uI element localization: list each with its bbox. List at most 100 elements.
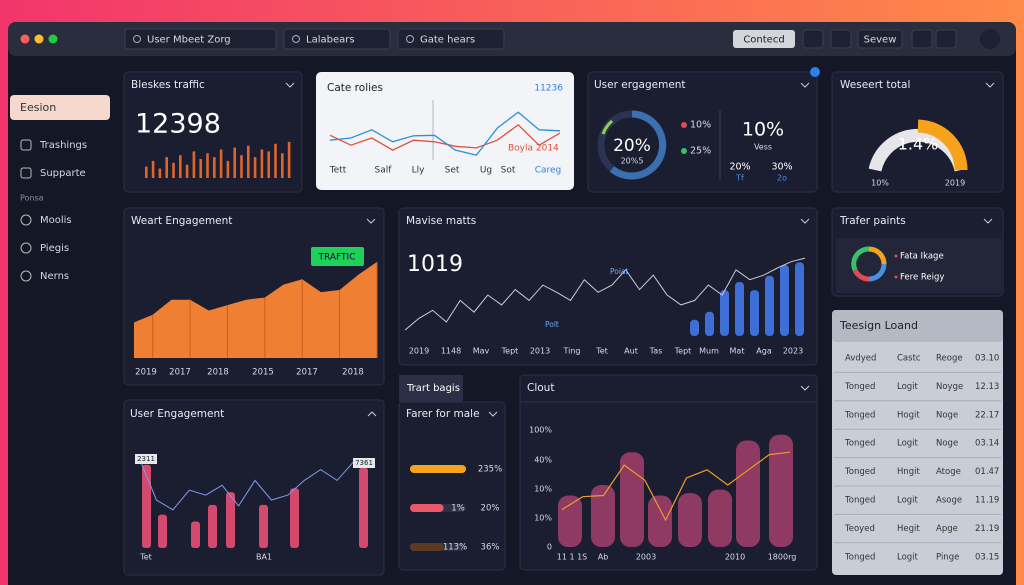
legend-text: Fata Ikage [900, 252, 944, 262]
y-label: 100% [529, 426, 552, 435]
x-label: 11 1 1S [557, 553, 588, 562]
search-text: User Mbeet Zorg [147, 35, 231, 46]
table-cell: 11.19 [975, 496, 999, 506]
bar [780, 264, 789, 336]
bar [219, 149, 223, 178]
table-cell: Asoge [936, 496, 962, 506]
bar [172, 162, 175, 178]
area [134, 261, 377, 358]
badge [353, 458, 375, 468]
search-box[interactable] [124, 28, 277, 50]
panel-title: Weseert total [840, 79, 910, 91]
table-cell: 21.19 [975, 524, 999, 534]
x-label: Ug [480, 166, 492, 176]
x-label: Tet [139, 553, 152, 562]
chevron[interactable] [488, 411, 498, 417]
chevron[interactable] [800, 218, 810, 224]
ring-arc [609, 110, 667, 180]
legend-text: 10% [690, 120, 711, 131]
x-label: Ting [562, 347, 580, 356]
line [561, 451, 791, 522]
inner-panel [836, 238, 1001, 293]
badge-text: TRAFTIC [318, 253, 356, 263]
avatar[interactable] [980, 29, 1000, 49]
y-label: 40% [534, 456, 552, 465]
chevron[interactable] [983, 218, 993, 224]
button[interactable] [733, 30, 795, 48]
gauge-value: 1.4% [898, 135, 939, 154]
table-cell: Logit [897, 382, 919, 392]
stat: 20% [729, 162, 750, 173]
x-label: Aut [624, 347, 638, 356]
value: 11236 [534, 84, 563, 94]
chevron[interactable] [800, 82, 810, 88]
icon-button[interactable] [935, 29, 957, 49]
table-cell: Avdyed [845, 354, 876, 364]
bar [165, 157, 168, 178]
progress [410, 543, 444, 551]
donut-seg [852, 268, 870, 282]
y-label: 10% [534, 514, 552, 523]
table-cell: 03.15 [975, 552, 999, 562]
button[interactable] [857, 29, 903, 49]
x-label: 2018 [207, 368, 229, 378]
notification [810, 67, 820, 77]
bar [795, 262, 804, 336]
nav-item: Piegis [40, 243, 69, 254]
close-dot[interactable] [20, 34, 30, 44]
table-cell: 03.14 [975, 439, 999, 449]
x-label: Sot [501, 166, 516, 176]
x-label: Mav [473, 347, 490, 356]
tab[interactable] [399, 375, 463, 402]
nav-section: Ponsa [20, 194, 44, 203]
bar [750, 290, 759, 336]
panel-light [316, 72, 574, 190]
table-cell: Castc [897, 354, 921, 364]
sidebar-active[interactable] [10, 95, 110, 120]
min-dot[interactable] [34, 34, 44, 44]
table-cell: Logit [897, 496, 919, 506]
big-value: 1019 [407, 252, 463, 277]
nav-item: Trashings [39, 140, 87, 151]
bar [281, 153, 284, 178]
search-box[interactable] [397, 28, 505, 50]
chevron[interactable] [285, 82, 295, 88]
gauge-fill [917, 119, 968, 171]
bar [720, 290, 729, 336]
max-dot[interactable] [48, 34, 58, 44]
icon-button[interactable] [802, 29, 824, 49]
donut-seg [868, 263, 887, 282]
search-box[interactable] [283, 28, 391, 50]
panel [123, 71, 303, 193]
table-cell: Tonged [844, 382, 875, 392]
search-icon [292, 35, 300, 43]
table-cell: Tonged [844, 467, 875, 477]
icon-button[interactable] [830, 29, 852, 49]
tab-label: Trart bagis [406, 383, 460, 394]
bar [206, 153, 209, 178]
icon-button[interactable] [911, 29, 933, 49]
panel [587, 71, 818, 193]
bar [359, 467, 368, 548]
chevron[interactable] [800, 385, 810, 391]
stat-sub: Tf [735, 174, 744, 183]
x-label: Tett [329, 166, 347, 176]
x-label: 2017 [296, 368, 318, 378]
table-cell: 12.13 [975, 382, 999, 392]
table-cell: Tonged [844, 439, 875, 449]
search-text: Lalabears [306, 35, 355, 46]
bar [765, 275, 774, 336]
chevron[interactable] [366, 218, 376, 224]
table-cell: Logit [897, 439, 919, 449]
table-cell: Hngit [897, 467, 921, 477]
bar [179, 155, 182, 178]
bar [287, 141, 291, 178]
table-title: Teesign Loand [839, 319, 918, 332]
x-label: Mum [699, 347, 719, 356]
table-cell: Hegit [897, 524, 920, 534]
chevron[interactable] [985, 82, 995, 88]
chevron[interactable] [367, 411, 377, 417]
nav-icon [20, 167, 32, 179]
bar [769, 434, 793, 547]
bar [247, 145, 250, 178]
